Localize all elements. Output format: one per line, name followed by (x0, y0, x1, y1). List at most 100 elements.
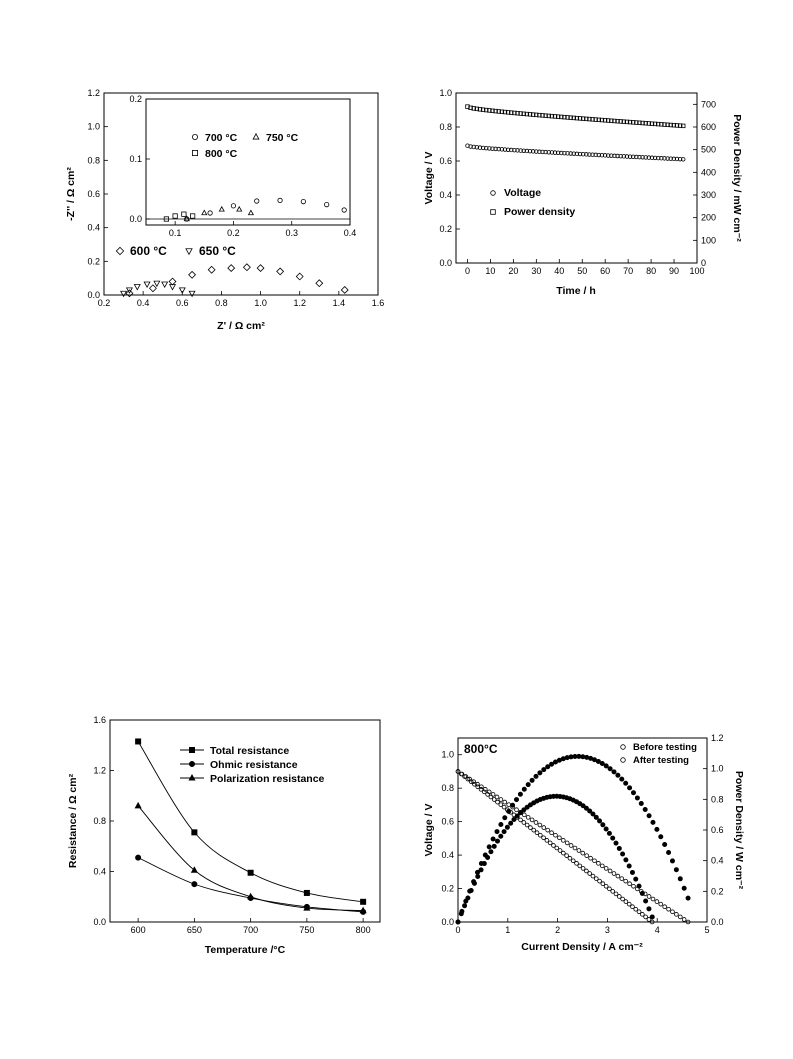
y2-tick-label: 100 (701, 235, 716, 245)
data-point (643, 155, 648, 160)
data-point (315, 279, 324, 288)
voltage-point (475, 784, 481, 790)
power-point (478, 867, 484, 873)
data-point (143, 281, 151, 289)
legend-label: Before testing (633, 742, 697, 753)
voltage-point (572, 845, 578, 851)
voltage-point (576, 848, 582, 853)
y2-tick-label: 0.0 (711, 917, 724, 927)
data-point (593, 117, 598, 122)
data-point (668, 156, 673, 161)
voltage-point (488, 794, 494, 800)
voltage-point (545, 827, 550, 833)
data-point (527, 148, 533, 154)
legend-label: After testing (633, 755, 689, 766)
stability-chart: 0 10 20 30 40 50 60 70 80 90 100 0.0 0.2 0.4 0.6 0.8 1.0… (423, 88, 743, 297)
power-point (642, 806, 648, 812)
power-point (658, 834, 664, 840)
y-tick-label: 0.6 (439, 156, 452, 166)
power-point (639, 890, 645, 896)
inset-data-point (190, 213, 196, 219)
data-point (120, 290, 128, 298)
data-point (502, 109, 508, 115)
voltage-point (482, 787, 488, 792)
x-tick-label: 90 (669, 266, 679, 276)
voltage-point (462, 774, 467, 779)
x-tick-label: 0.4 (137, 298, 150, 308)
x-tick-label: 700 (243, 925, 258, 935)
data-point (502, 147, 508, 152)
y2-tick-label: 0.4 (711, 856, 724, 866)
voltage-point (588, 855, 593, 861)
inset-data-point (236, 205, 243, 212)
inset-data-point (183, 215, 190, 222)
plot-frame (103, 92, 379, 296)
voltage-point (633, 906, 639, 912)
power-point (580, 803, 586, 809)
data-point (471, 144, 476, 150)
power-point (620, 851, 626, 857)
power-point (498, 833, 504, 839)
power-point (525, 782, 531, 788)
data-point (659, 122, 664, 127)
x-tick-label: 650 (187, 925, 202, 935)
power-point (606, 830, 612, 836)
x-tick-label: 3 (605, 925, 610, 935)
data-point (593, 152, 598, 158)
data-point (599, 117, 605, 123)
legend-marker (490, 209, 496, 215)
power-point (511, 816, 517, 822)
data-point (555, 150, 561, 156)
data-point (247, 869, 254, 876)
power-point (599, 761, 605, 767)
data-point (615, 153, 620, 159)
voltage-point (592, 858, 597, 864)
power-point (488, 849, 494, 855)
data-point (615, 119, 620, 124)
voltage-point (498, 802, 504, 807)
legend-marker (620, 744, 626, 750)
y-tick-label: 0.1 (129, 154, 142, 164)
data-point (496, 146, 501, 152)
voltage-point (607, 868, 613, 874)
voltage-point (597, 878, 602, 884)
y-tick-label: 0.4 (87, 223, 100, 233)
data-point (521, 148, 526, 153)
data-point (574, 151, 580, 157)
power-point (597, 818, 603, 824)
power-point (595, 758, 601, 764)
data-point (549, 113, 555, 119)
voltage-point (615, 873, 621, 879)
voltage-point (498, 797, 504, 802)
series-line (137, 741, 364, 903)
data-point (499, 147, 505, 152)
y-tick-label: 1.0 (439, 88, 452, 98)
data-point (596, 152, 602, 158)
data-point (574, 115, 580, 121)
data-point (493, 108, 498, 114)
voltage-point (677, 914, 683, 920)
x-axis-label: Z' / Ω cm² (217, 320, 265, 332)
y-tick-label: 0.4 (439, 190, 452, 200)
data-point (609, 118, 614, 123)
power-point (462, 903, 468, 909)
y2-tick-label: 200 (701, 213, 716, 223)
resistance-chart: 600 650 700 750 800 0.0 0.4 0.8 1.2 1.6 Temperatur… (67, 715, 381, 956)
series-line (137, 857, 364, 913)
power-point (629, 869, 635, 875)
voltage-point (505, 807, 510, 813)
power-point (529, 777, 535, 783)
data-point (656, 155, 661, 161)
data-point (168, 277, 177, 286)
voltage-point (465, 776, 471, 782)
voltage-point (494, 794, 500, 800)
x-tick-label: 80 (646, 266, 656, 276)
power-point (633, 876, 639, 882)
voltage-point (472, 781, 477, 787)
voltage-point (557, 835, 562, 841)
voltage-point (600, 881, 606, 887)
power-point (615, 772, 621, 778)
y-tick-label: 0.8 (439, 122, 452, 132)
data-point (546, 150, 551, 155)
power-point (458, 911, 464, 917)
